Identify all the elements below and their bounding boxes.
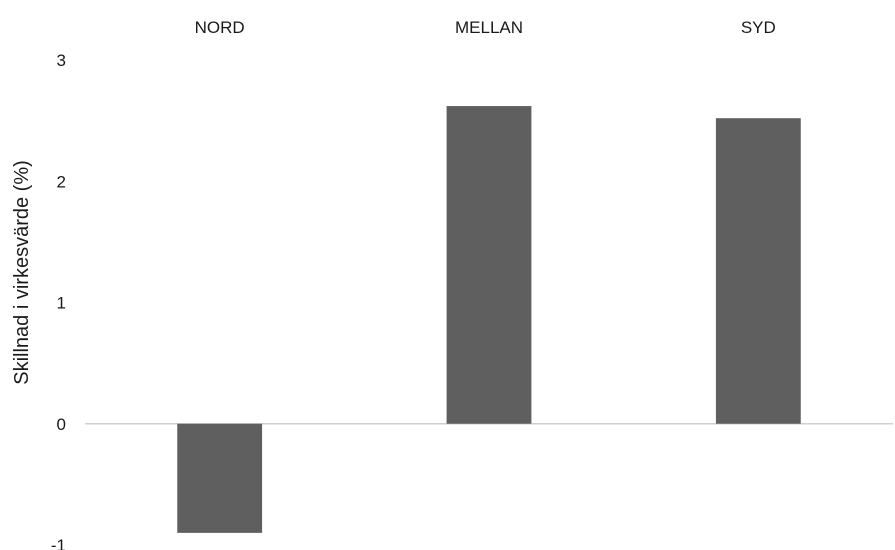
y-axis-title: Skillnad i virkesvärde (%) [11, 160, 33, 385]
bar-mellan [446, 106, 532, 424]
bars [177, 106, 801, 533]
y-tick-label: 3 [57, 51, 66, 70]
bar-syd [715, 118, 801, 424]
category-label-mellan: MELLAN [455, 18, 523, 37]
y-tick-label: 0 [57, 415, 66, 434]
bar-nord [177, 423, 263, 533]
category-labels: NORD MELLAN SYD [195, 18, 776, 37]
category-label-syd: SYD [741, 18, 776, 37]
y-tick-label: 2 [57, 172, 66, 191]
category-label-nord: NORD [195, 18, 245, 37]
y-tick-label: 1 [57, 294, 66, 313]
y-axis-ticks: 3 2 1 0 -1 [51, 51, 66, 550]
y-axis-title-group: Skillnad i virkesvärde (%) [11, 160, 33, 385]
y-tick-label: -1 [51, 536, 66, 550]
